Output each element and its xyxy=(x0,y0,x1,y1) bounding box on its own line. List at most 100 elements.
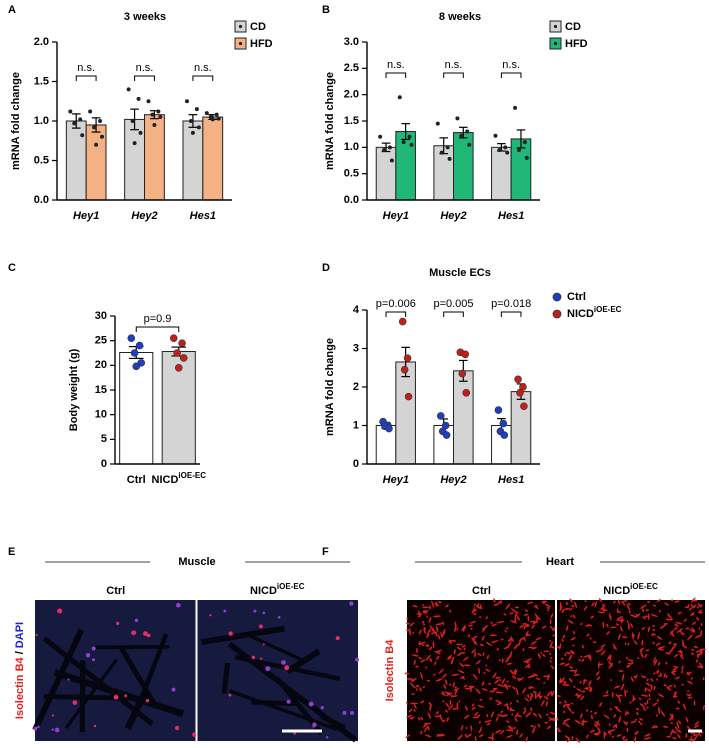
data-point xyxy=(127,334,136,343)
capillary xyxy=(583,654,590,658)
capillary xyxy=(477,653,482,656)
capillary xyxy=(570,615,572,618)
data-point xyxy=(465,129,470,134)
capillary xyxy=(669,650,672,654)
data-point xyxy=(130,349,139,357)
capillary xyxy=(454,688,458,696)
capillary xyxy=(598,730,601,734)
capillary xyxy=(638,720,641,723)
capillary xyxy=(545,701,548,707)
capillary xyxy=(656,669,660,675)
capillary xyxy=(481,688,488,691)
capillary xyxy=(485,664,488,667)
capillary xyxy=(644,653,648,658)
capillary xyxy=(468,685,475,688)
bar xyxy=(375,146,397,201)
capillary xyxy=(435,678,443,682)
column-label-superscript: iOE-EC xyxy=(630,582,658,591)
x-tick-label-text: Hey2 xyxy=(440,474,466,486)
data-point xyxy=(194,107,199,112)
stain-label: Isolectin B4 xyxy=(384,639,396,702)
capillary xyxy=(463,714,470,719)
capillary xyxy=(472,674,478,680)
capillary xyxy=(658,648,664,651)
capillary xyxy=(496,620,505,624)
capillary xyxy=(442,691,445,694)
capillary xyxy=(536,616,538,624)
capillary xyxy=(658,706,661,715)
capillary xyxy=(620,625,623,632)
capillary xyxy=(640,650,643,653)
capillary xyxy=(454,621,457,629)
capillary xyxy=(627,662,633,665)
significance-bracket xyxy=(134,75,155,81)
capillary xyxy=(641,639,644,646)
capillary xyxy=(516,693,519,695)
capillary xyxy=(639,722,643,725)
capillary xyxy=(446,694,449,697)
capillary xyxy=(413,703,417,710)
bar xyxy=(510,391,532,465)
capillary xyxy=(406,701,408,705)
capillary xyxy=(691,604,695,609)
capillary xyxy=(633,640,638,645)
capillary xyxy=(670,671,676,676)
capillary xyxy=(516,615,520,621)
capillary xyxy=(575,693,581,698)
data-point xyxy=(179,354,188,362)
capillary xyxy=(527,665,531,668)
capillary xyxy=(659,672,662,676)
capillary xyxy=(538,693,542,700)
capillary xyxy=(442,700,445,703)
capillary xyxy=(456,627,459,631)
bar xyxy=(202,116,224,201)
data-point xyxy=(92,125,97,130)
capillary xyxy=(590,729,595,733)
capillary xyxy=(613,685,621,689)
capillary xyxy=(415,665,419,668)
capillary xyxy=(599,663,604,666)
capillary xyxy=(670,599,674,602)
capillary xyxy=(456,643,462,646)
capillary xyxy=(425,654,431,661)
y-tick-label: 1.0 xyxy=(34,115,49,127)
capillary xyxy=(550,712,556,715)
capillary xyxy=(626,690,628,693)
capillary xyxy=(563,722,571,728)
capillary xyxy=(640,651,644,659)
data-point xyxy=(132,362,141,371)
capillary xyxy=(659,624,667,630)
capillary xyxy=(613,714,617,718)
y-tick-label: 2.5 xyxy=(344,62,359,74)
capillary xyxy=(569,598,573,603)
capillary xyxy=(450,661,454,665)
capillary xyxy=(509,638,512,642)
data-point xyxy=(435,121,440,126)
capillary xyxy=(505,627,509,630)
capillary xyxy=(642,615,646,620)
capillary xyxy=(473,603,476,606)
capillary xyxy=(171,687,176,692)
capillary xyxy=(601,608,608,612)
stain-part: Isolectin B4 xyxy=(384,639,396,702)
capillary xyxy=(468,624,473,627)
capillary xyxy=(628,659,634,662)
data-point xyxy=(445,145,450,150)
capillary xyxy=(422,623,425,626)
capillary xyxy=(405,715,413,718)
capillary xyxy=(516,700,520,703)
capillary xyxy=(695,649,704,653)
capillary xyxy=(693,646,699,649)
capillary xyxy=(281,660,286,665)
capillary xyxy=(91,658,95,662)
capillary xyxy=(459,662,465,668)
capillary xyxy=(495,716,499,722)
capillary xyxy=(460,725,464,731)
capillary xyxy=(440,631,443,638)
capillary xyxy=(325,736,329,739)
capillary xyxy=(550,645,555,649)
capillary xyxy=(116,621,120,625)
capillary xyxy=(672,667,678,672)
capillary xyxy=(524,697,530,702)
data-point xyxy=(382,147,387,152)
